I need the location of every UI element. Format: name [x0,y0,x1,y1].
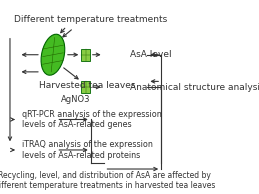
Text: Different temperature treatments: Different temperature treatments [14,15,167,24]
Text: AsA level: AsA level [130,50,172,59]
Text: Recycling, level, and distribution of AsA are affected by
different temperature : Recycling, level, and distribution of As… [0,171,215,190]
FancyBboxPatch shape [81,81,90,93]
Text: iTRAQ analysis of the expression
levels of AsA-related proteins: iTRAQ analysis of the expression levels … [22,140,153,160]
Text: Anatomical structure analysis: Anatomical structure analysis [130,83,259,92]
FancyBboxPatch shape [81,48,90,61]
Text: qRT-PCR analysis of the expression
levels of AsA-related genes: qRT-PCR analysis of the expression level… [22,110,162,129]
Text: Harvested tea leaves: Harvested tea leaves [39,81,136,90]
Text: AgNO3: AgNO3 [61,95,90,104]
Ellipse shape [41,34,65,75]
